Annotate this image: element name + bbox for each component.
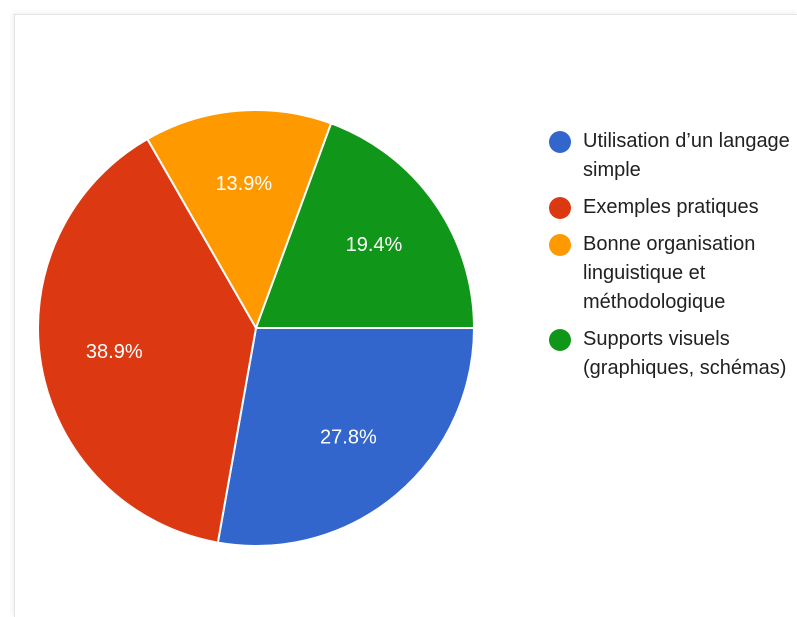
pie-label-supports-visuels: 19.4% bbox=[346, 234, 403, 256]
pie-slice-langage-simple bbox=[216, 327, 476, 547]
pie-slice-supports-visuels bbox=[254, 122, 476, 329]
legend-label: Exemples pratiques bbox=[583, 196, 759, 218]
legend-swatch bbox=[549, 329, 571, 351]
legend-swatch bbox=[549, 131, 571, 153]
legend-item-exemples-pratiques: Exemples pratiques bbox=[549, 193, 797, 222]
legend-label: Supports visuels (graphiques, schémas) bbox=[583, 328, 787, 379]
pie-slice-bonne-organisation bbox=[146, 109, 333, 331]
legend-item-bonne-organisation: Bonne organisation linguistique et métho… bbox=[549, 230, 797, 317]
pie-label-bonne-organisation: 13.9% bbox=[215, 173, 272, 195]
pie-slice-exemples-pratiques bbox=[37, 137, 258, 544]
legend-swatch bbox=[549, 197, 571, 219]
pie-chart: 27.8% 38.9% 13.9% 19.4% bbox=[37, 109, 476, 547]
legend-swatch bbox=[549, 234, 571, 256]
chart-legend: Utilisation d’un langage simple Exemples… bbox=[549, 127, 797, 391]
chart-card: 27.8% 38.9% 13.9% 19.4% Utilisation d’un la… bbox=[14, 14, 797, 617]
legend-label: Bonne organisation linguistique et métho… bbox=[583, 233, 756, 313]
legend-item-langage-simple: Utilisation d’un langage simple bbox=[549, 127, 797, 185]
pie-label-exemples-pratiques: 38.9% bbox=[86, 341, 143, 363]
legend-item-supports-visuels: Supports visuels (graphiques, schémas) bbox=[549, 325, 797, 383]
legend-label: Utilisation d’un langage simple bbox=[583, 130, 790, 181]
pie-label-langage-simple: 27.8% bbox=[320, 427, 377, 449]
